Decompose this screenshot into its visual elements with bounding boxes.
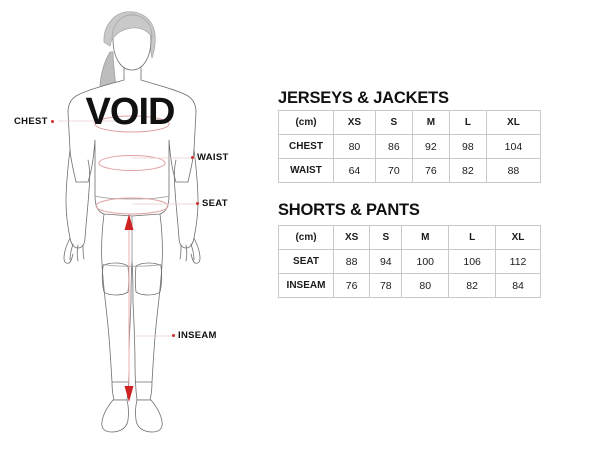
cell-seat-xs: 88 [332, 249, 371, 274]
cell-waist-xl: 88 [485, 158, 542, 183]
body-figure-illustration: VOID [58, 11, 201, 433]
cell-inseam-l: 82 [448, 273, 497, 298]
cell-chest-xl: 104 [485, 134, 542, 159]
marker-dot-icon [172, 334, 175, 337]
cell-chest-l: 98 [448, 134, 487, 159]
cell-chest-m: 92 [411, 134, 450, 159]
seat-measure-ellipse [95, 197, 169, 215]
size-header-xs: XS [332, 225, 371, 250]
marker-dot-icon [191, 156, 194, 159]
size-header-m: M [401, 225, 450, 250]
size-header-xl: XL [495, 225, 541, 250]
marker-dot-icon [196, 202, 199, 205]
cell-waist-s: 70 [374, 158, 413, 183]
jerseys-table-title: JERSEYS & JACKETS [278, 89, 449, 107]
marker-dot-icon [50, 120, 54, 123]
callout-leader-lines [58, 120, 200, 337]
callout-waist: WAIST [191, 152, 229, 163]
row-label-seat: SEAT [278, 249, 334, 274]
table-row: SEAT 88 94 100 106 112 [278, 249, 541, 274]
unit-label: (cm) [278, 225, 334, 250]
size-header-xl: XL [485, 110, 542, 135]
shorts-table-title: SHORTS & PANTS [278, 201, 420, 219]
body-figure-panel: VOID CHEST WAIST SEAT INSEAM [0, 0, 270, 456]
cell-inseam-xs: 76 [332, 273, 371, 298]
cell-chest-xs: 80 [333, 134, 376, 159]
callout-chest-label: CHEST [14, 116, 48, 127]
table-header-row: (cm) XS S M L XL [278, 225, 541, 250]
cell-inseam-m: 80 [401, 273, 450, 298]
table-row: INSEAM 76 78 80 82 84 [278, 273, 541, 298]
cell-seat-s: 94 [369, 249, 403, 274]
size-header-xs: XS [333, 110, 376, 135]
cell-chest-s: 86 [374, 134, 413, 159]
cell-waist-m: 76 [411, 158, 450, 183]
callout-inseam: INSEAM [172, 330, 217, 341]
cell-seat-m: 100 [401, 249, 450, 274]
row-label-inseam: INSEAM [278, 273, 334, 298]
jerseys-size-table: (cm) XS S M L XL CHEST 80 86 92 98 104 W… [278, 110, 542, 183]
size-header-m: M [411, 110, 450, 135]
cell-waist-l: 82 [448, 158, 487, 183]
callout-inseam-label: INSEAM [178, 330, 217, 341]
table-row: CHEST 80 86 92 98 104 [278, 134, 542, 159]
row-label-chest: CHEST [278, 134, 334, 159]
hair-front-icon [111, 14, 153, 41]
size-header-l: L [448, 225, 497, 250]
size-header-s: S [369, 225, 403, 250]
shorts-size-table: (cm) XS S M L XL SEAT 88 94 100 106 112 … [278, 225, 541, 298]
callout-seat-label: SEAT [202, 198, 228, 209]
chest-measure-ellipse [94, 115, 170, 133]
callout-chest: CHEST [14, 116, 54, 127]
callout-seat: SEAT [196, 198, 228, 209]
waist-measure-ellipse [98, 155, 166, 171]
row-label-waist: WAIST [278, 158, 334, 183]
table-header-row: (cm) XS S M L XL [278, 110, 542, 135]
cell-inseam-xl: 84 [495, 273, 541, 298]
callout-waist-label: WAIST [197, 152, 229, 163]
cell-seat-xl: 112 [495, 249, 541, 274]
cell-inseam-s: 78 [369, 273, 403, 298]
unit-label: (cm) [278, 110, 334, 135]
cell-waist-xs: 64 [333, 158, 376, 183]
inseam-measure-arrow [124, 214, 134, 402]
size-header-s: S [374, 110, 413, 135]
measurement-ellipses [94, 115, 170, 215]
cell-seat-l: 106 [448, 249, 497, 274]
brand-text: VOID [86, 91, 175, 133]
size-header-l: L [448, 110, 487, 135]
table-row: WAIST 64 70 76 82 88 [278, 158, 542, 183]
